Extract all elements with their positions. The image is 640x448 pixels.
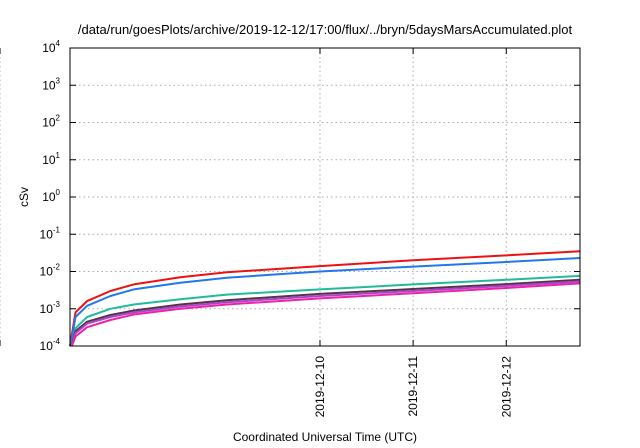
series-line-4	[70, 278, 581, 347]
x-tick-label: 2019-12-12	[499, 356, 513, 418]
axis-ticks: 10-410-310-210-11001011021031042019-12-8…	[0, 39, 580, 417]
y-tick-label: 101	[42, 151, 60, 167]
y-tick-label: 100	[42, 188, 60, 204]
x-tick-label: 2019-12-10	[313, 356, 327, 418]
y-tick-exponent: -1	[53, 225, 61, 234]
series-line-6	[70, 282, 581, 347]
y-tick-label: 104	[42, 39, 60, 55]
y-tick-label: 10-3	[40, 300, 61, 316]
y-tick-base: 10	[42, 116, 56, 130]
series-layer	[69, 250, 581, 347]
series-line-5	[70, 280, 581, 347]
chart-title: /data/run/goesPlots/archive/2019-12-12/1…	[78, 22, 573, 37]
y-axis-label: cSv	[17, 187, 31, 207]
y-tick-base: 10	[40, 227, 54, 241]
y-tick-base: 10	[40, 339, 54, 353]
series-line-3	[70, 274, 581, 347]
y-tick-exponent: -4	[53, 337, 61, 346]
x-tick-label: 2019-12-11	[406, 356, 420, 417]
y-tick-exponent: 3	[56, 76, 61, 85]
y-tick-base: 10	[42, 78, 56, 92]
y-tick-exponent: -3	[53, 300, 61, 309]
y-tick-exponent: 0	[56, 188, 61, 197]
y-tick-label: 103	[42, 76, 60, 92]
y-tick-exponent: 1	[56, 151, 61, 160]
series-line-1	[69, 250, 581, 347]
y-tick-base: 10	[42, 153, 56, 167]
x-axis-label: Coordinated Universal Time (UTC)	[233, 430, 417, 444]
y-tick-label: 10-2	[40, 263, 61, 279]
y-tick-exponent: -2	[53, 263, 61, 272]
y-tick-label: 10-4	[40, 337, 61, 353]
y-tick-base: 10	[40, 302, 54, 316]
y-tick-exponent: 2	[56, 114, 61, 123]
y-tick-label: 102	[42, 114, 60, 130]
series-line-2	[69, 257, 581, 347]
y-tick-base: 10	[40, 265, 54, 279]
y-tick-exponent: 4	[56, 39, 61, 48]
y-tick-base: 10	[42, 190, 56, 204]
y-tick-label: 10-1	[40, 225, 61, 241]
y-tick-base: 10	[42, 41, 56, 55]
